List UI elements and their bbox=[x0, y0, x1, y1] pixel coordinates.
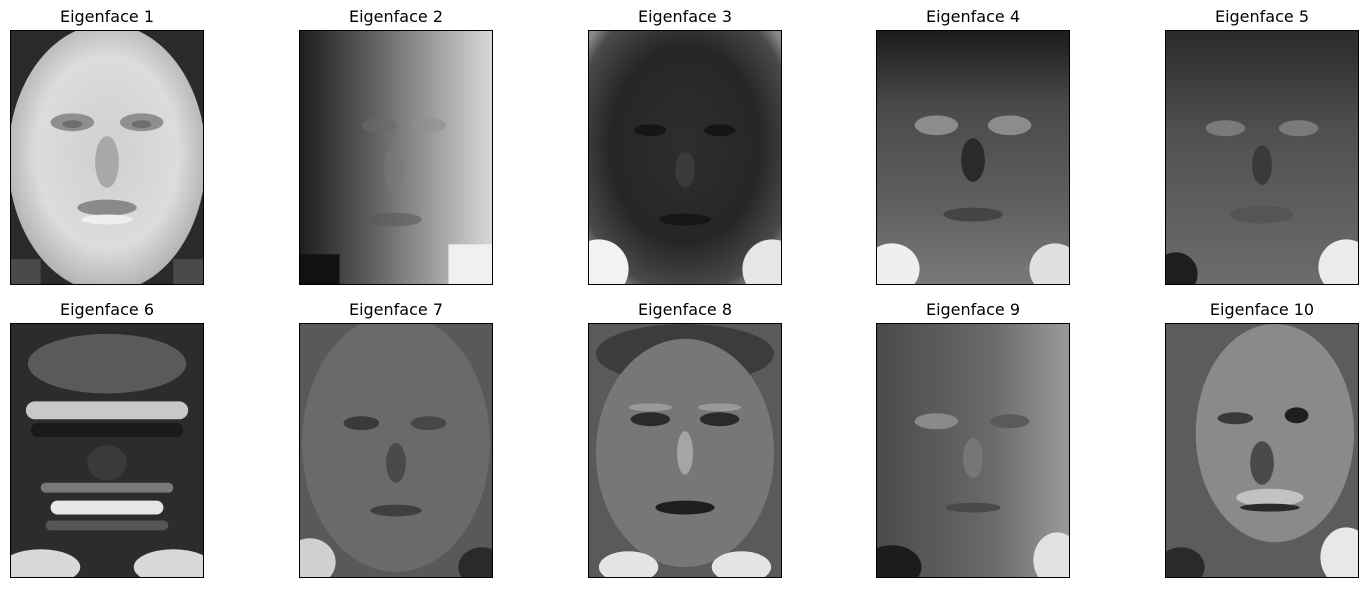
panel-title: Eigenface 2 bbox=[348, 7, 444, 26]
panel-title: Eigenface 7 bbox=[348, 300, 444, 319]
panel-title: Eigenface 1 bbox=[59, 7, 155, 26]
panel-title: Eigenface 8 bbox=[637, 300, 733, 319]
eigenface-image-8 bbox=[588, 323, 782, 578]
panel-title: Eigenface 6 bbox=[59, 300, 155, 319]
eigenface-image-9 bbox=[876, 323, 1070, 578]
eigenface-image-3 bbox=[588, 30, 782, 285]
eigenface-image-4 bbox=[876, 30, 1070, 285]
panel-title: Eigenface 3 bbox=[637, 7, 733, 26]
eigenface-image-7 bbox=[299, 323, 493, 578]
panel-title: Eigenface 4 bbox=[925, 7, 1021, 26]
panel-title: Eigenface 9 bbox=[925, 300, 1021, 319]
panel-title: Eigenface 10 bbox=[1209, 300, 1315, 319]
eigenface-image-5 bbox=[1165, 30, 1359, 285]
eigenface-image-10 bbox=[1165, 323, 1359, 578]
eigenface-image-1 bbox=[10, 30, 204, 285]
eigenface-image-6 bbox=[10, 323, 204, 578]
eigenface-image-2 bbox=[299, 30, 493, 285]
panel-title: Eigenface 5 bbox=[1214, 7, 1310, 26]
